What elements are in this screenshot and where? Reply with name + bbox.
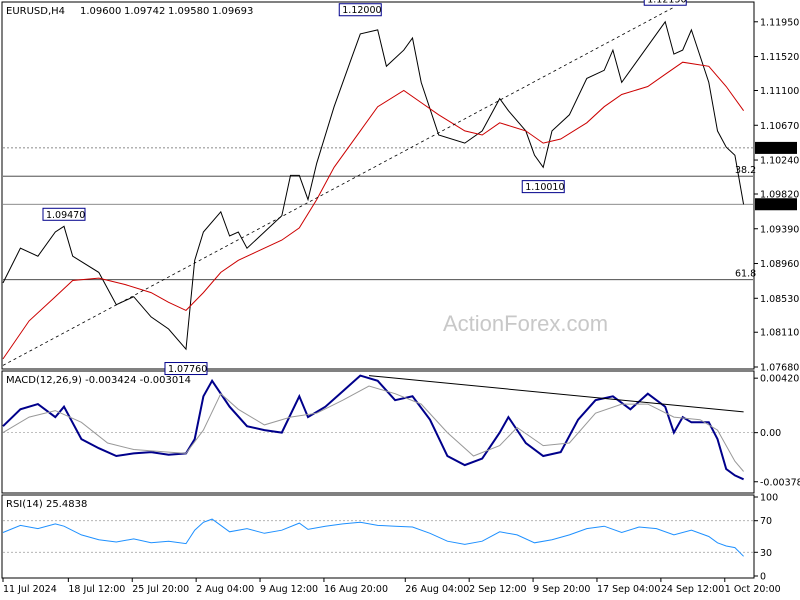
rsi-y-tick-label: 0 [760,572,766,583]
rsi-layer: 100 70 30 0 [2,493,778,583]
macd-series-line [2,385,744,472]
rsi-title: RSI(14) 25.4838 [6,499,87,510]
x-tick-label: 1 Oct 20:00 [725,584,781,595]
x-tick-label: 16 Aug 20:00 [324,584,388,595]
x-axis: 11 Jul 2024 18 Jul 12:00 25 Jul 20:00 2 Aug… [2,578,781,595]
x-tick-label: 18 Jul 12:00 [68,584,125,595]
x-tick-label: 26 Aug 04:00 [405,584,469,595]
price-y-tick-label: 1.08110 [760,328,799,339]
x-tick-label: 2 Aug 04:00 [196,584,254,595]
macd-y-tick-label: 0.00 [760,428,781,439]
annotation-box [164,362,208,376]
fib-level-label: 38.2 [735,165,756,176]
price-y-tick-label: 1.11100 [760,86,799,97]
annotation-box [42,207,86,221]
watermark: ActionForex.com [443,311,608,336]
price-ohlc-close: 1.09693 [212,6,253,17]
x-tick-label: 17 Sep 04:00 [597,584,660,595]
price-layer: 1.11950 1.11520 1.11100 1.10670 1.10240 1.098… [2,0,799,376]
macd-y-tick-label: 0.004201 [760,374,800,385]
price-ohlc-high: 1.09742 [124,6,165,17]
macd-series-line [368,375,744,413]
price-y-tick-label: 1.11950 [760,17,799,28]
rsi-panel [1,494,755,579]
price-y-tick-label: 1.08530 [760,294,799,305]
price-y-tick-label: 1.07680 [760,363,799,374]
annotation-label: 1.07760 [168,364,207,375]
price-level-badge [755,141,797,154]
x-tick-label: 25 Jul 20:00 [132,584,189,595]
price-level-badge [755,198,797,211]
x-tick-label: 11 Jul 2024 [3,584,57,595]
annotation-label: 1.12000 [342,5,381,16]
rsi-y-tick-label: 100 [760,493,778,504]
fib-level-label: 61.8 [735,269,756,280]
rsi-series-line [2,518,744,557]
rsi-y-tick-label: 30 [760,548,772,559]
price-ohlc-open: 1.09600 [80,6,121,17]
price-level-value: 1.10390 [758,143,797,154]
price-y-tick-label: 1.09390 [760,224,799,235]
price-ohlc-low: 1.09580 [168,6,209,17]
price-series-line [2,61,745,360]
annotation-label: 1.12130 [647,0,686,6]
price-panel [1,1,755,370]
annotation-label: 1.10010 [525,182,564,193]
macd-series-line [2,374,745,481]
x-tick-label: 24 Sep 12:00 [661,584,724,595]
annotation-box [521,180,565,194]
price-title: EURUSD,H4 [6,6,65,17]
x-tick-label: 9 Aug 12:00 [260,584,318,595]
macd-layer: 0.004201 0.00 -0.003787 [2,374,800,488]
x-tick-label: 9 Sep 20:00 [533,584,590,595]
macd-panel [1,370,755,494]
price-y-tick-label: 1.09820 [760,189,799,200]
price-y-tick-label: 1.11520 [760,52,799,63]
macd-y-tick-label: -0.003787 [760,477,800,488]
annotation-box [338,3,382,17]
rsi-y-tick-label: 70 [760,516,772,527]
price-level-value: 1.09693 [758,200,797,211]
price-y-tick-label: 1.08960 [760,259,799,270]
annotation-label: 1.09470 [46,210,85,221]
price-series-line [2,6,675,366]
x-tick-label: 2 Sep 12:00 [469,584,526,595]
price-series-line [2,20,745,351]
price-y-tick-label: 1.10670 [760,121,799,132]
price-y-tick-label: 1.10240 [760,156,799,167]
macd-title: MACD(12,26,9) -0.003424 -0.003014 [6,375,191,386]
annotation-box [643,0,687,6]
